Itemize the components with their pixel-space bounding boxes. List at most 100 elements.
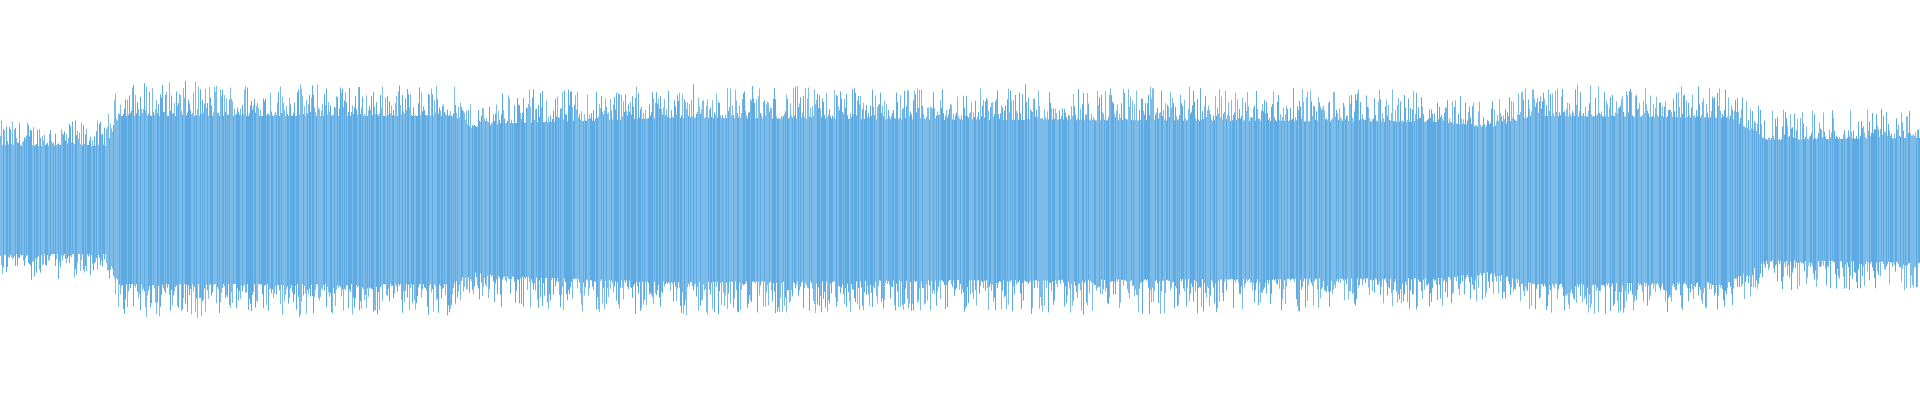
waveform-bar xyxy=(524,122,525,278)
waveform-bar xyxy=(1660,102,1661,291)
waveform-bar xyxy=(136,113,137,285)
waveform-bar xyxy=(154,114,155,289)
waveform-bar xyxy=(654,118,655,282)
waveform-bar xyxy=(370,109,371,289)
waveform-bar xyxy=(582,121,583,312)
waveform-bar xyxy=(1061,115,1062,280)
waveform-bar xyxy=(1121,103,1122,280)
waveform-bar xyxy=(1125,118,1126,281)
waveform-bar xyxy=(1219,88,1220,302)
waveform-bar xyxy=(277,102,278,285)
waveform-bar xyxy=(916,112,917,281)
waveform-bar xyxy=(645,110,646,283)
waveform-bar xyxy=(1670,109,1671,298)
waveform-bar xyxy=(13,145,14,259)
waveform-bar xyxy=(1627,95,1628,284)
waveform-bar xyxy=(1770,139,1771,262)
waveform-bar xyxy=(620,119,621,288)
waveform-bar xyxy=(1304,121,1305,279)
waveform-bar xyxy=(1786,118,1787,261)
waveform-bar xyxy=(1684,94,1685,283)
waveform-bar xyxy=(191,114,192,315)
waveform-bar xyxy=(611,110,612,281)
waveform-bar xyxy=(858,95,859,288)
waveform-bar xyxy=(1503,115,1504,293)
waveform-bar xyxy=(730,88,731,304)
waveform-bar xyxy=(92,140,93,264)
waveform-bar xyxy=(1088,103,1089,280)
waveform-bar xyxy=(1091,114,1092,283)
waveform-bar xyxy=(1718,105,1719,296)
waveform-bar xyxy=(1407,119,1408,303)
waveform-bar xyxy=(1749,129,1750,277)
waveform-bar xyxy=(1141,98,1142,283)
waveform-bar xyxy=(424,109,425,288)
waveform-bar xyxy=(564,90,565,279)
waveform-bar xyxy=(1542,101,1543,285)
waveform-bar xyxy=(384,115,385,285)
waveform-bar xyxy=(1307,91,1308,301)
waveform-bar xyxy=(1230,120,1231,280)
waveform-bar xyxy=(717,117,718,282)
waveform-bar xyxy=(1708,117,1709,283)
waveform-bar xyxy=(794,115,795,284)
waveform-bar xyxy=(103,144,104,255)
waveform-bar xyxy=(1631,92,1632,284)
waveform-bar xyxy=(790,103,791,302)
waveform-bar xyxy=(659,108,660,298)
waveform-bar xyxy=(830,116,831,284)
waveform-bar xyxy=(246,115,247,293)
waveform-bar xyxy=(1448,122,1449,278)
waveform-bar xyxy=(1330,121,1331,292)
waveform-bar xyxy=(626,110,627,281)
waveform-bar xyxy=(229,99,230,305)
waveform-bar xyxy=(135,95,136,288)
waveform-bar xyxy=(900,95,901,307)
waveform-bar xyxy=(1079,119,1080,284)
waveform-bar xyxy=(1186,120,1187,307)
waveform-bar xyxy=(871,115,872,293)
waveform-bar xyxy=(453,113,454,288)
waveform-bar xyxy=(1848,130,1849,268)
waveform-bar xyxy=(245,86,246,293)
waveform-bar xyxy=(1835,138,1836,275)
waveform-bar xyxy=(1254,105,1255,303)
waveform-bar xyxy=(1752,111,1753,276)
waveform-bar xyxy=(1744,126,1745,299)
waveform-bar xyxy=(1183,120,1184,289)
waveform-bar xyxy=(1463,119,1464,276)
waveform-bar xyxy=(1810,135,1811,267)
waveform-bar xyxy=(1772,110,1773,261)
waveform-bar xyxy=(982,105,983,282)
waveform-bar xyxy=(633,106,634,287)
waveform-bar xyxy=(668,91,669,283)
waveform-bar xyxy=(1053,108,1054,305)
waveform-bar xyxy=(260,109,261,286)
waveform-bar xyxy=(1382,112,1383,280)
waveform-bar xyxy=(1878,129,1879,276)
waveform-bar xyxy=(1239,108,1240,294)
waveform-bar xyxy=(416,115,417,304)
waveform-bar xyxy=(40,137,41,273)
waveform-bar xyxy=(912,119,913,304)
waveform-bar xyxy=(279,115,280,291)
waveform-bar xyxy=(1846,138,1847,289)
waveform-bar xyxy=(98,144,99,255)
waveform-bar xyxy=(250,105,251,304)
waveform-bar xyxy=(513,123,514,277)
waveform-bar xyxy=(1451,122,1452,304)
waveform-bar xyxy=(1358,89,1359,288)
waveform-bar xyxy=(908,90,909,309)
waveform-bar xyxy=(361,107,362,309)
waveform-bar xyxy=(1808,139,1809,266)
waveform-bar xyxy=(1057,119,1058,287)
waveform-bar xyxy=(69,123,70,263)
waveform-bar xyxy=(905,117,906,289)
waveform-bar xyxy=(1649,116,1650,300)
waveform-bar xyxy=(1423,114,1424,280)
waveform-bar xyxy=(778,118,779,308)
waveform-bar xyxy=(1890,136,1891,263)
waveform-bar xyxy=(571,91,572,282)
waveform-bar xyxy=(501,114,502,307)
waveform-bar xyxy=(947,117,948,308)
